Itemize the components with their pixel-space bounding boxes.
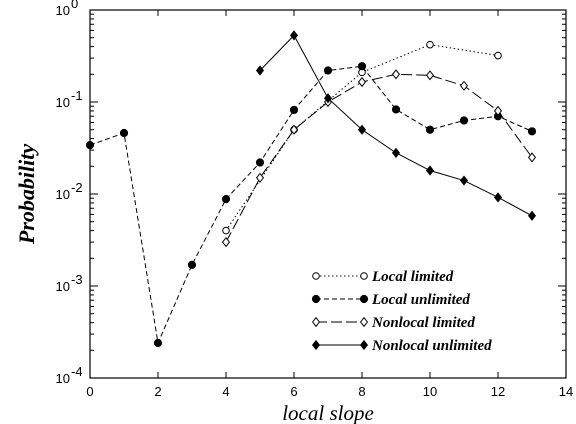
plot-frame [89,9,567,379]
x-tick-label: 10 [423,384,437,399]
legend-marker [311,339,321,351]
legend-item-local-limited: Local limited [312,269,454,285]
legend-marker [311,294,321,304]
data-point [493,105,503,117]
data-point [119,128,129,138]
data-point [221,236,231,248]
legend-marker [312,272,320,280]
x-tick-label: 0 [86,384,93,399]
data-point [459,175,469,186]
data-point [391,69,401,80]
legend-item-local-unlimited: Local unlimited [311,292,470,308]
series-layer [85,30,537,348]
y-tick-label: 10 [56,371,70,386]
x-tick-label: 4 [222,384,229,399]
series-line-nonlocal-unlimited [259,34,533,217]
legend-label: Local limited [371,269,454,285]
y-tick-base: 10 [56,187,70,202]
data-point [221,195,231,204]
legend-marker [360,272,368,280]
legend-item-nonlocal-limited: Nonlocal limited [311,315,475,331]
y-tick-base: 10 [56,279,70,294]
series-nonlocal-unlimited [255,30,537,221]
y-axis-title: Probability [14,144,39,245]
data-point [289,30,299,41]
data-point [289,105,299,115]
series-local-unlimited [85,62,537,348]
data-point [357,62,367,71]
data-point [391,105,401,114]
y-tick-base: 10 [56,3,70,18]
data-point [527,152,537,163]
x-tick-label: 8 [358,384,365,399]
data-point [255,172,265,183]
x-tick-label: 14 [559,384,573,399]
data-point [357,76,367,88]
y-tick-label: 10 [56,3,70,18]
data-point [391,147,401,158]
series-line-nonlocal-limited [225,73,533,243]
y-tick-base: 10 [56,371,70,386]
data-point [493,192,503,203]
legend-marker [359,294,369,304]
legend: Local limited Local unlimited Nonlocal lim… [311,269,492,354]
data-point [527,210,537,221]
y-tick-label: 10 [56,95,70,110]
x-tick-label: 12 [491,384,505,399]
legend-label: Local unlimited [371,292,470,308]
data-point [153,338,163,348]
y-tick-label: 10 [56,187,70,202]
y-tick-base: 10 [56,95,70,110]
data-point [459,116,469,125]
y-tick-label: 10 [56,279,70,294]
data-point [323,93,333,104]
legend-marker [359,339,369,351]
data-point [255,158,265,167]
data-point [494,51,502,60]
data-point [187,260,197,269]
series-line-local-limited [225,44,499,231]
legend-marker [359,316,369,328]
y-tick-exponent: -4 [71,364,83,379]
data-point [459,80,469,91]
y-tick-exponent: -3 [71,272,83,287]
legend-item-nonlocal-unlimited: Nonlocal unlimited [311,338,492,354]
legend-label: Nonlocal limited [371,315,475,331]
y-tick-exponent: -1 [71,88,83,103]
series-line-local-unlimited [89,65,533,345]
legend-marker [311,316,321,328]
data-point [425,70,435,81]
data-point [357,124,367,135]
data-point [289,124,299,135]
x-tick-label: 2 [154,384,161,399]
y-tick-exponent: -2 [71,180,83,195]
data-point [527,127,537,136]
x-tick-label: 6 [290,384,297,399]
series-nonlocal-limited [221,69,537,248]
y-tick-exponent: 0 [71,0,78,11]
data-point [426,40,434,49]
data-point [425,165,435,176]
legend-label: Nonlocal unlimited [371,338,492,354]
data-point [323,66,333,75]
data-point [255,65,265,76]
x-axis-title: local slope [282,401,374,424]
data-point [85,141,95,150]
data-point [425,125,435,134]
data-point [222,226,230,235]
